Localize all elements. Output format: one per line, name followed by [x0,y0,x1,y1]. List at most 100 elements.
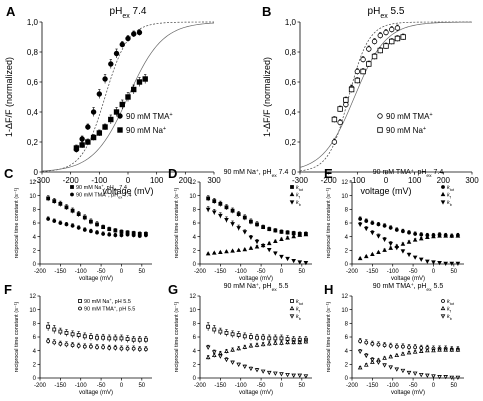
data-point [376,360,381,365]
data-point [205,207,211,212]
data-point [291,234,296,239]
data-point [437,261,442,266]
y-axis-label: reciprocal time constant (s⁻¹) [174,187,180,258]
data-point [273,371,278,376]
legend-label: kb [447,314,452,321]
data-point [394,367,400,372]
x-tick-label: -200 [34,269,47,275]
x-tick-label: 0 [120,383,124,389]
data-point [119,41,125,48]
legend-marker [377,127,383,133]
data-point [236,212,241,217]
y-axis-label: reciprocal time constant (s⁻¹) [14,187,20,258]
series-1 [357,347,461,370]
data-point [125,35,131,42]
x-tick-label: -150 [214,269,227,275]
x-tick-label: -100 [75,269,88,275]
x-tick-label: 200 [437,176,451,185]
x-tick-label: -50 [409,383,418,389]
data-point [394,344,399,349]
data-point [242,364,248,370]
data-point [413,345,418,350]
y-tick-label: 8 [193,207,197,213]
legend-marker [117,113,123,119]
y-tick-label: 6 [33,221,37,227]
data-point [297,373,303,378]
data-point [400,368,406,374]
data-point [266,370,272,376]
panel-title: pHex 5.5 [368,6,405,20]
data-point [236,226,242,231]
data-point [64,330,69,335]
data-point [101,335,106,340]
data-point [136,79,143,85]
legend-label: kf [447,307,452,314]
y-tick-label: 12 [29,180,36,186]
data-point [285,339,290,345]
data-point [376,342,381,347]
data-point [102,124,108,130]
fit-curve [299,21,472,172]
y-tick-label: 1,0 [27,18,39,27]
data-point [64,342,69,347]
data-point [297,260,303,265]
legend-label: ktot [447,299,455,306]
data-point [431,260,436,265]
legend-label: kb [296,200,301,207]
x-tick-label: 50 [298,383,305,389]
data-point [224,205,229,210]
data-point [394,352,400,358]
data-point [79,142,85,148]
data-point [82,215,87,220]
panel-letter: A [6,4,16,19]
data-point [383,29,389,36]
data-point [64,222,69,227]
data-point [46,216,51,221]
series-1 [205,231,309,256]
data-point [388,245,394,250]
data-point [279,340,284,345]
series-0 [46,195,148,236]
legend-label: 90 mM TMA+ [126,112,173,121]
data-point [137,337,142,342]
data-point [343,97,349,103]
x-tick-label: -100 [387,269,400,275]
data-point [82,227,87,232]
data-point [337,106,343,112]
y-tick-label: 8 [345,321,349,327]
data-point [297,232,303,237]
data-point [137,347,142,352]
data-point [242,344,248,349]
legend-marker [440,200,446,205]
data-point [82,344,87,349]
data-point [260,341,266,347]
data-point [131,31,137,37]
data-point [218,329,223,334]
panel-title: pHex 7.4 [110,6,147,20]
data-point [437,347,442,352]
data-point [370,230,375,236]
data-point [224,348,229,353]
data-point [261,335,266,340]
y-tick-label: 0,2 [285,138,297,147]
data-point [400,34,406,40]
y-tick-label: 10 [341,308,348,314]
data-point [248,366,254,372]
data-point [90,109,97,115]
panel-g: G 90 mM Na+, pHex 5.5 -200 -150 -100 -50 0 50 0 2… [168,282,312,396]
panel-letter: E [324,166,333,181]
legend-marker [70,185,74,189]
data-point [142,76,148,82]
x-tick-label: 200 [179,176,193,185]
y-tick-label: 4 [345,349,349,355]
data-point [125,94,131,100]
series-1 [46,216,148,239]
data-point [273,251,278,256]
data-point [143,233,148,238]
x-tick-label: 0 [384,176,389,185]
x-axis-label: voltage (mV) [391,276,425,282]
data-point [82,334,87,339]
panel-title: 90 mM Na+, pHex 5.5 [224,283,289,293]
data-point [406,350,412,355]
legend-marker [377,113,383,119]
